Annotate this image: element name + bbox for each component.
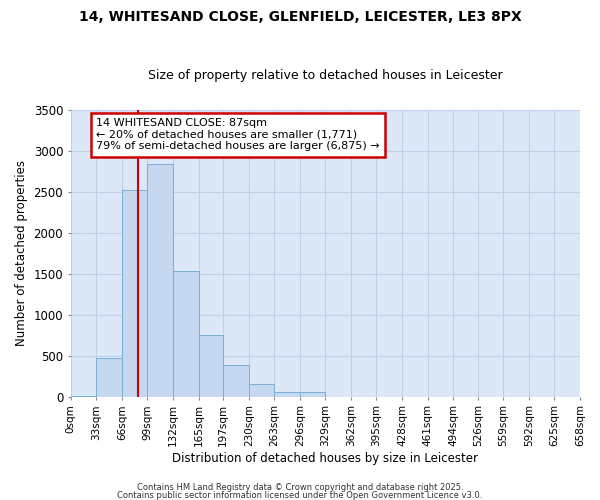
- Bar: [249, 384, 274, 396]
- Title: Size of property relative to detached houses in Leicester: Size of property relative to detached ho…: [148, 69, 503, 82]
- Bar: [97, 358, 122, 397]
- Bar: [148, 164, 173, 396]
- Bar: [223, 364, 249, 396]
- Text: Contains HM Land Registry data © Crown copyright and database right 2025.: Contains HM Land Registry data © Crown c…: [137, 484, 463, 492]
- Y-axis label: Number of detached properties: Number of detached properties: [15, 160, 28, 346]
- Text: Contains public sector information licensed under the Open Government Licence v3: Contains public sector information licen…: [118, 491, 482, 500]
- Bar: [173, 271, 199, 396]
- Text: 14, WHITESAND CLOSE, GLENFIELD, LEICESTER, LE3 8PX: 14, WHITESAND CLOSE, GLENFIELD, LEICESTE…: [79, 10, 521, 24]
- Bar: [300, 392, 325, 396]
- Bar: [199, 335, 223, 396]
- Bar: [274, 392, 300, 396]
- X-axis label: Distribution of detached houses by size in Leicester: Distribution of detached houses by size …: [172, 452, 478, 465]
- Bar: [122, 190, 148, 396]
- Text: 14 WHITESAND CLOSE: 87sqm
← 20% of detached houses are smaller (1,771)
79% of se: 14 WHITESAND CLOSE: 87sqm ← 20% of detac…: [96, 118, 380, 152]
